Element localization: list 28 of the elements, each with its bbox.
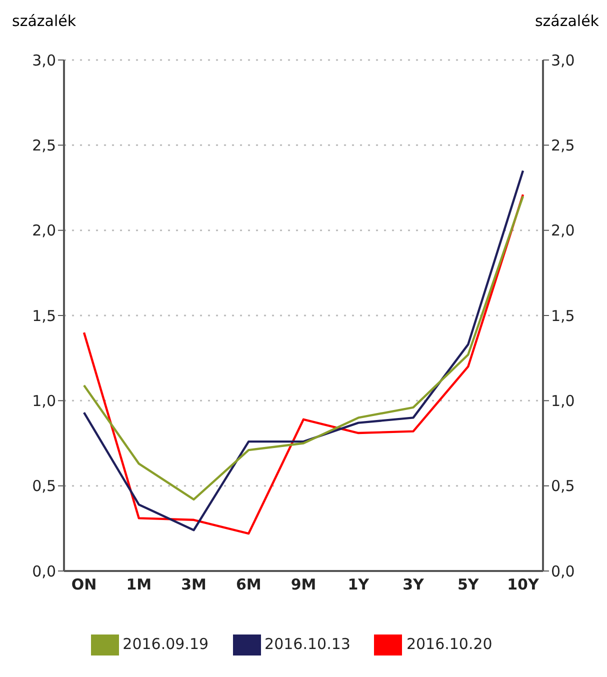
y2-tick-label: 1,5 <box>551 306 575 325</box>
y-tick-label: 3,0 <box>32 51 56 70</box>
x-tick-label: 3Y <box>402 576 426 594</box>
y2-axis-title: százalék <box>534 12 599 30</box>
x-tick-label: 9M <box>290 576 316 594</box>
y-tick-label: 0,0 <box>32 562 56 580</box>
y2-tick-label: 0,0 <box>551 562 575 580</box>
x-tick-label: 1M <box>126 576 152 594</box>
x-tick-label: ON <box>71 576 97 594</box>
x-tick-label: 6M <box>236 576 262 594</box>
x-tick-label: 10Y <box>507 576 540 594</box>
x-tick-label: 5Y <box>457 576 480 594</box>
y2-tick-label: 2,0 <box>551 222 575 240</box>
legend-label: 2016.10.20 <box>406 635 492 654</box>
legend-label: 2016.10.13 <box>264 635 350 654</box>
y-tick-label: 1,0 <box>32 392 56 410</box>
y2-tick-label: 1,0 <box>551 392 575 410</box>
y-tick-label: 2,0 <box>32 222 56 240</box>
y-tick-label: 2,5 <box>32 136 56 154</box>
y-axis-title: százalék <box>12 12 76 30</box>
x-tick-label: 3M <box>181 576 206 594</box>
y2-tick-label: 0,5 <box>551 477 575 496</box>
y-tick-label: 1,5 <box>32 306 56 325</box>
y2-tick-label: 3,0 <box>551 51 575 70</box>
y-tick-label: 0,5 <box>32 477 56 496</box>
y2-tick-label: 2,5 <box>551 136 575 154</box>
legend-label: 2016.09.19 <box>122 635 209 654</box>
x-tick-label: 1Y <box>348 576 370 594</box>
